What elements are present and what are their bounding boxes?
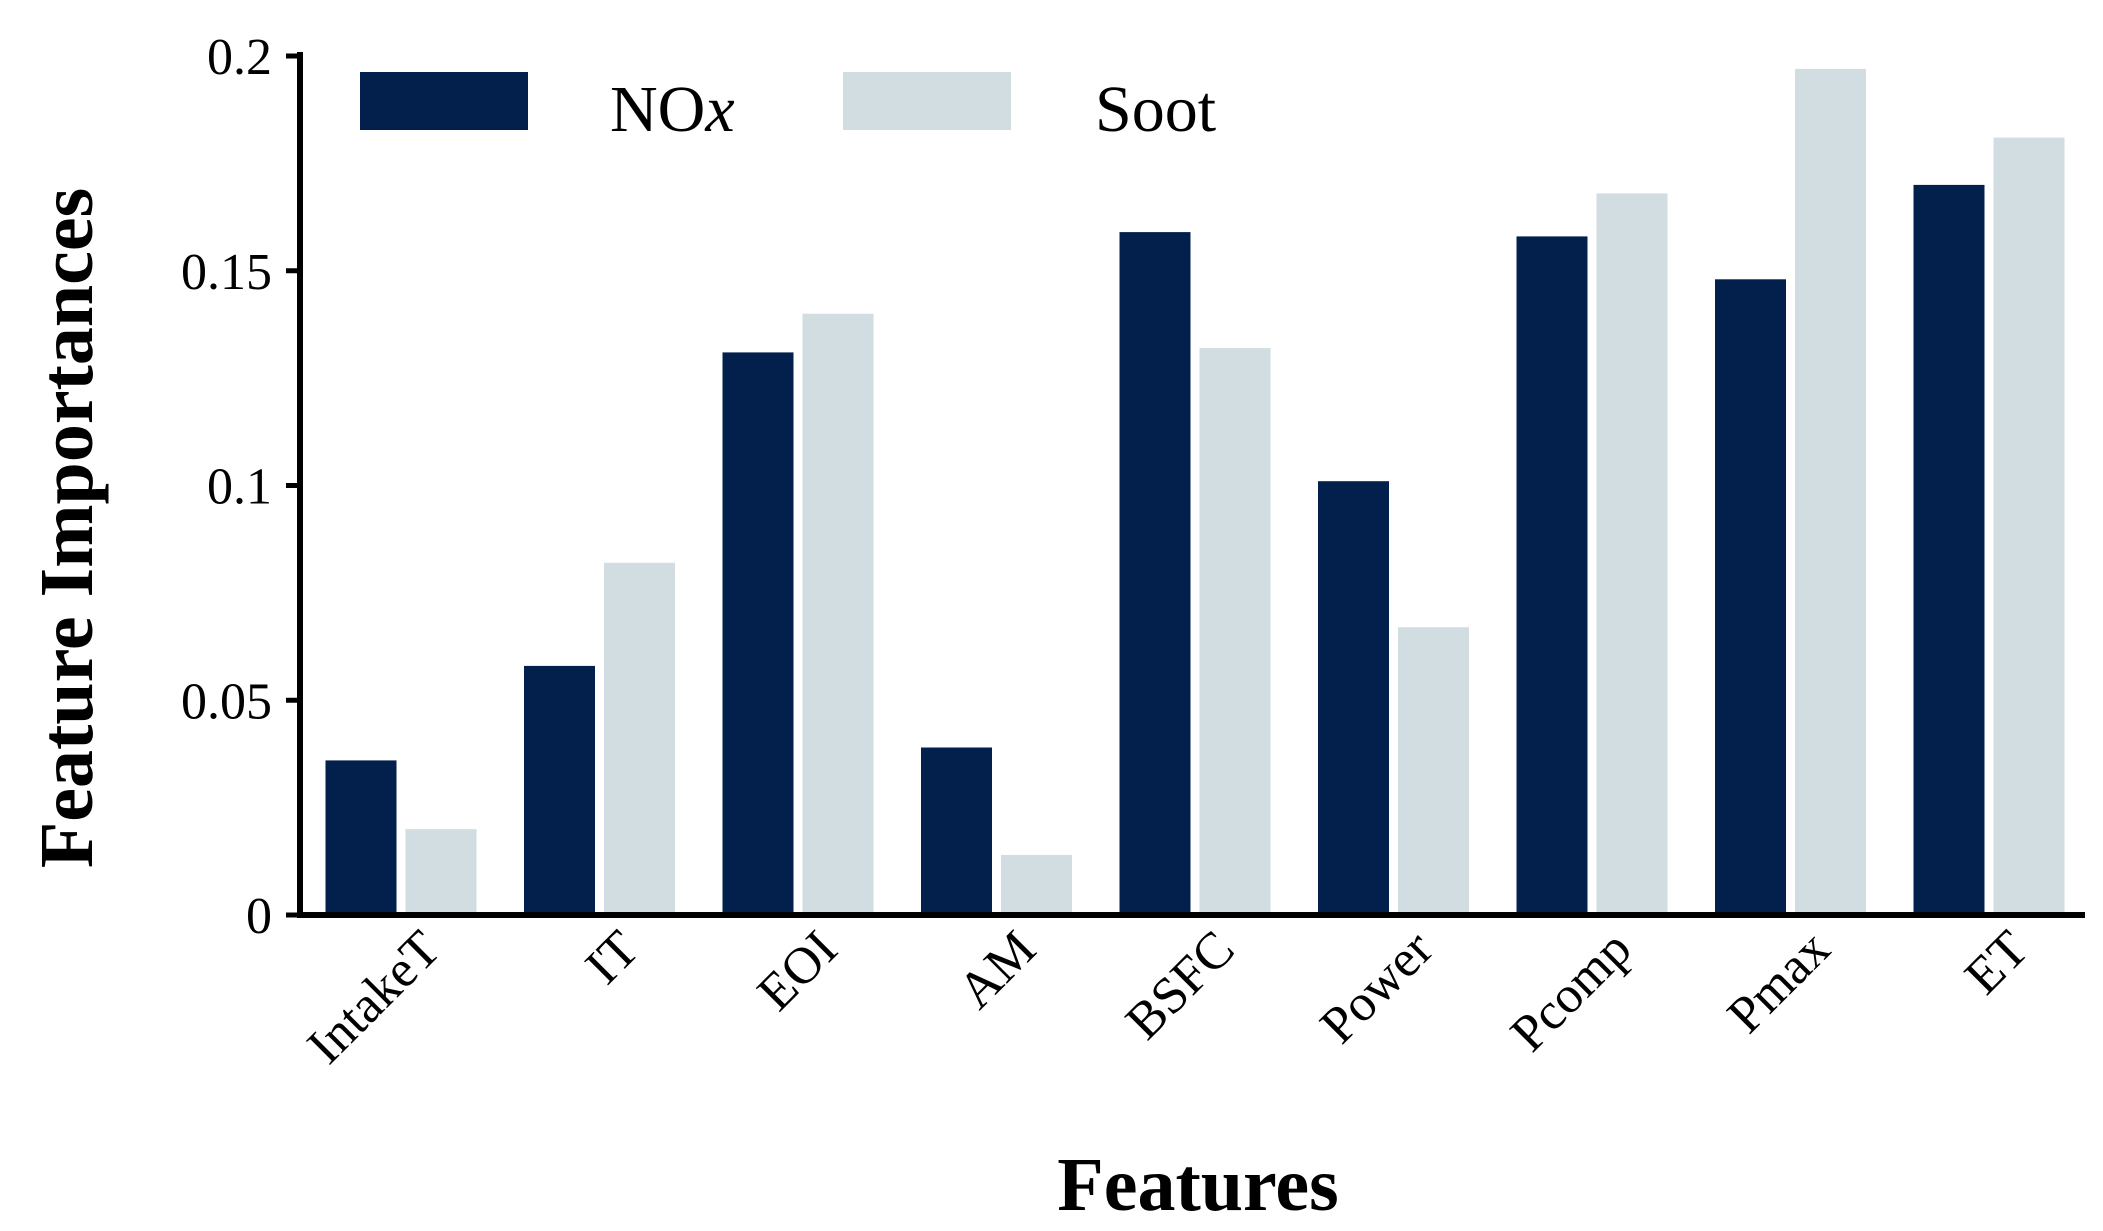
bar-soot-power [1398,627,1469,915]
x-tick-label-bsfc: BSFC [1115,920,1245,1050]
y-ticks-group: 0 0.05 0.1 0.15 0.2 [181,29,300,945]
legend-swatch-soot [843,72,1011,130]
legend-swatch-nox [360,72,528,130]
bar-soot-bsfc [1199,348,1271,916]
y-tick-label: 0.1 [207,459,272,516]
bar-nox-am [921,747,992,915]
bar-soot-it [604,562,675,915]
x-ticks-group: IntakeT IT EOI AM BSFC Power Pcomp Pmax ET [297,920,2040,1075]
bar-soot-pcomp [1596,193,1668,915]
bars-group [325,68,2065,916]
legend-label-soot-main: Soot [1095,73,1216,146]
bar-nox-bsfc [1119,232,1191,916]
y-tick-label: 0.15 [181,244,272,301]
bar-nox-et [1913,184,1985,915]
y-tick-label: 0.2 [207,29,272,86]
bar-nox-intaket [325,760,397,915]
bar-nox-pmax [1715,279,1786,915]
x-tick-label-it: IT [575,920,650,995]
x-tick-label-et: ET [1954,920,2039,1005]
x-tick-label-pcomp: Pcomp [1500,920,1642,1062]
bar-soot-eoi [802,313,874,915]
bar-soot-et [1993,137,2065,916]
bar-nox-pcomp [1516,236,1588,915]
x-axis-title: Features [1057,1143,1338,1227]
y-tick-label: 0 [246,888,272,945]
y-tick-label: 0.05 [181,673,272,730]
bar-soot-intaket [405,829,477,915]
legend-label-soot: Soot [1095,73,1216,146]
bar-soot-am [1001,854,1072,915]
x-tick-label-am: AM [947,920,1047,1020]
legend: NOx Soot [360,72,1216,146]
x-tick-label-pmax: Pmax [1717,920,1841,1044]
x-tick-label-intaket: IntakeT [297,920,452,1075]
bar-nox-power [1318,481,1389,915]
legend-label-nox-main: NO [610,73,705,146]
x-tick-label-power: Power [1310,920,1444,1054]
y-axis-title: Feature Importances [25,188,109,868]
legend-label-nox: NOx [610,73,735,146]
bar-nox-it [524,665,595,915]
bar-soot-pmax [1795,68,1866,915]
legend-label-nox-italic: x [704,73,734,146]
x-tick-label-eoi: EOI [747,920,849,1022]
bar-nox-eoi [722,352,794,915]
